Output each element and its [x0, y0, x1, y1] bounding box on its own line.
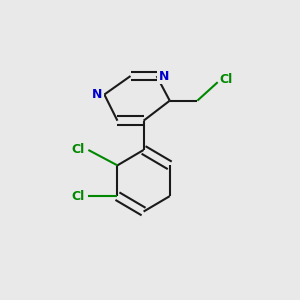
Text: N: N: [92, 88, 102, 101]
Text: N: N: [159, 70, 169, 83]
Text: Cl: Cl: [220, 73, 233, 85]
Text: Cl: Cl: [72, 143, 85, 157]
Text: Cl: Cl: [72, 190, 85, 203]
Text: N: N: [92, 88, 102, 101]
Text: N: N: [159, 70, 169, 83]
